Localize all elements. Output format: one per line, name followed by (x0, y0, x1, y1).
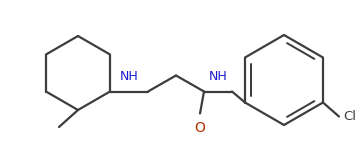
Text: Cl: Cl (343, 110, 356, 123)
Text: NH: NH (120, 71, 138, 84)
Text: O: O (194, 122, 206, 135)
Text: NH: NH (209, 71, 228, 84)
